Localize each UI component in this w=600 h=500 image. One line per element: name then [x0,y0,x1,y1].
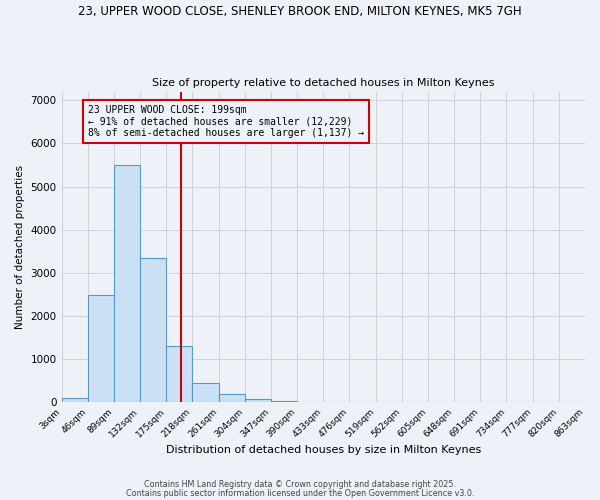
Text: Contains public sector information licensed under the Open Government Licence v3: Contains public sector information licen… [126,490,474,498]
Bar [271,401,297,402]
Text: 23, UPPER WOOD CLOSE, SHENLEY BROOK END, MILTON KEYNES, MK5 7GH: 23, UPPER WOOD CLOSE, SHENLEY BROOK END,… [78,5,522,18]
Y-axis label: Number of detached properties: Number of detached properties [15,165,25,329]
Text: Contains HM Land Registry data © Crown copyright and database right 2025.: Contains HM Land Registry data © Crown c… [144,480,456,489]
X-axis label: Distribution of detached houses by size in Milton Keynes: Distribution of detached houses by size … [166,445,481,455]
Bar [193,383,218,402]
Bar [166,346,193,403]
Bar [140,258,166,402]
Bar [218,394,245,402]
Bar [88,294,114,403]
Bar [114,165,140,402]
Title: Size of property relative to detached houses in Milton Keynes: Size of property relative to detached ho… [152,78,494,88]
Bar [62,398,88,402]
Text: 23 UPPER WOOD CLOSE: 199sqm
← 91% of detached houses are smaller (12,229)
8% of : 23 UPPER WOOD CLOSE: 199sqm ← 91% of det… [88,104,364,138]
Bar [245,399,271,402]
